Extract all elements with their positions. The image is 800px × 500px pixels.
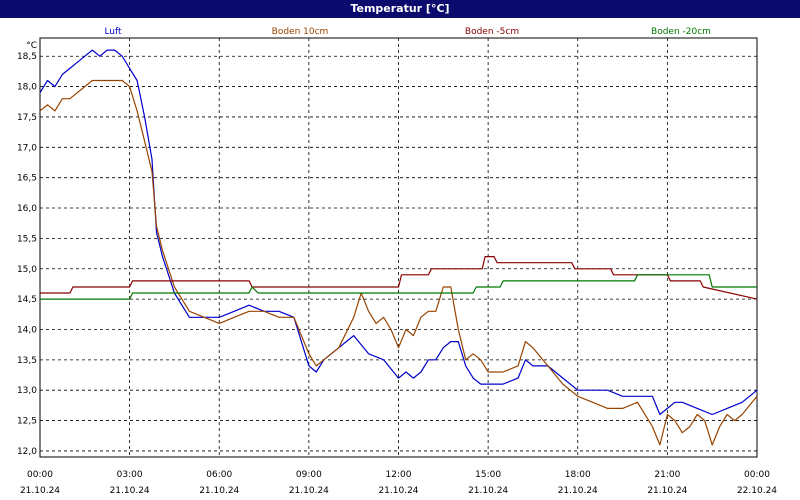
- x-tick-time: 09:00: [296, 470, 322, 480]
- x-tick-time: 18:00: [565, 470, 591, 480]
- y-axis: 12,0 12,5 13,0 13,5 14,0 14,5 15,0 15,5 16,0 16,5…: [17, 41, 37, 457]
- y-tick-label: 15,5: [17, 234, 37, 244]
- y-tick-label: 16,5: [17, 174, 37, 184]
- y-tick-label: 17,5: [17, 113, 37, 123]
- y-tick-label: 18,5: [17, 52, 37, 62]
- y-axis-unit: °C: [26, 41, 37, 51]
- x-tick-date: 22.10.24: [737, 486, 777, 496]
- series-line-boden-10cm: [39, 79, 758, 446]
- x-tick-time: 00:00: [744, 470, 770, 480]
- x-tick-date: 21.10.24: [199, 486, 239, 496]
- x-tick-date: 21.10.24: [468, 486, 508, 496]
- y-tick-label: 14,0: [17, 325, 37, 335]
- x-tick-time: 12:00: [386, 470, 412, 480]
- chart-title: Temperatur [°C]: [0, 0, 800, 18]
- series-line-boden-20cm: [40, 274, 757, 300]
- y-tick-label: 18,0: [17, 83, 37, 93]
- legend-entry: Boden 10cm: [272, 27, 329, 37]
- y-tick-label: 16,0: [17, 204, 37, 214]
- series-line-luft: [39, 49, 758, 416]
- x-tick-time: 03:00: [117, 470, 143, 480]
- y-tick-label: 12,0: [17, 447, 37, 457]
- y-tick-label: 13,0: [17, 386, 37, 396]
- series-lines: [39, 49, 758, 446]
- y-tick-label: 13,5: [17, 356, 37, 366]
- legend-entry: Boden -5cm: [465, 27, 519, 37]
- x-tick-date: 21.10.24: [647, 486, 687, 496]
- plot-frame: [39, 37, 758, 458]
- x-tick-time: 06:00: [206, 470, 232, 480]
- x-tick-date: 21.10.24: [289, 486, 329, 496]
- y-tick-label: 15,0: [17, 265, 37, 275]
- y-tick-label: 12,5: [17, 417, 37, 427]
- x-axis: 00:00 21.10.24 03:00 21.10.24 06:00 21.10.24 0…: [20, 470, 777, 496]
- x-tick-date: 21.10.24: [378, 486, 418, 496]
- y-tick-label: 17,0: [17, 143, 37, 153]
- y-tick-label: 14,5: [17, 295, 37, 305]
- grid: [40, 38, 757, 457]
- x-tick-date: 21.10.24: [20, 486, 60, 496]
- x-tick-time: 00:00: [27, 470, 53, 480]
- legend-entry: Luft: [104, 27, 122, 37]
- x-tick-date: 21.10.24: [558, 486, 598, 496]
- x-tick-date: 21.10.24: [110, 486, 150, 496]
- x-tick-time: 21:00: [654, 470, 680, 480]
- x-tick-time: 15:00: [475, 470, 501, 480]
- plot-border: [39, 37, 758, 458]
- legend: Luft Boden 10cm Boden -5cm Boden -20cm: [104, 27, 711, 37]
- series-line-boden-5cm: [40, 256, 758, 300]
- legend-entry: Boden -20cm: [651, 27, 711, 37]
